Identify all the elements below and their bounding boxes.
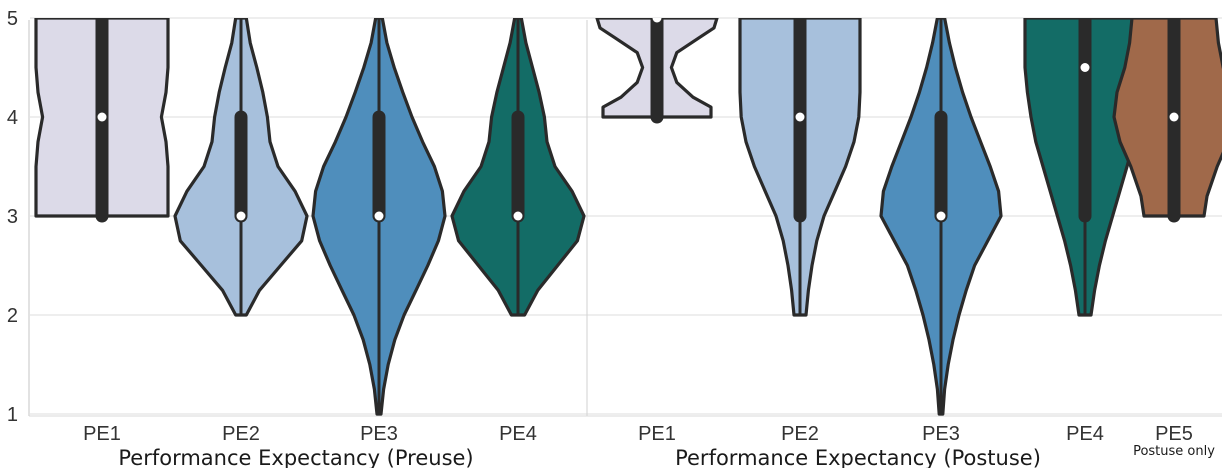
violin-pe4	[452, 18, 584, 315]
y-tick-label: 2	[7, 305, 18, 327]
median-point	[98, 113, 107, 122]
violin-pe3	[881, 18, 1001, 414]
y-tick-label: 1	[7, 404, 18, 426]
axis-labels: PE1 PE2 PE3 PE4 Performance Expectancy (Preu…	[83, 423, 1215, 468]
x-tick-label: PE1	[638, 423, 676, 445]
y-tick-labels: 1 2 3 4 5	[7, 8, 18, 426]
median-point	[796, 113, 805, 122]
panels	[36, 14, 1222, 415]
panel-1	[597, 14, 1222, 415]
x-tick-label: PE3	[360, 423, 398, 445]
median-point	[514, 212, 523, 221]
violin-pe1	[36, 18, 168, 216]
y-tick-label: 4	[7, 107, 18, 129]
median-point	[937, 212, 946, 221]
x-tick-label: PE2	[222, 423, 260, 445]
y-tick-label: 3	[7, 206, 18, 228]
category-note: Postuse only	[1133, 444, 1215, 459]
x-tick-label: PE4	[1066, 423, 1104, 445]
x-tick-label: PE3	[922, 423, 960, 445]
median-point	[1170, 113, 1179, 122]
x-tick-label: PE2	[781, 423, 819, 445]
violin-pe2	[740, 18, 860, 315]
median-point	[1081, 63, 1090, 72]
x-axis-label: Performance Expectancy (Preuse)	[118, 446, 473, 468]
violin-pe3	[313, 18, 445, 414]
violin-pe1	[597, 14, 717, 118]
x-tick-label: PE4	[499, 423, 537, 445]
x-axis-label: Performance Expectancy (Postuse)	[675, 446, 1041, 468]
violin-pe2	[175, 18, 307, 315]
median-point	[653, 14, 662, 23]
median-point	[237, 212, 246, 221]
x-tick-label: PE1	[83, 423, 121, 445]
median-point	[375, 212, 384, 221]
violin-pe5	[1114, 18, 1222, 216]
y-tick-label: 5	[7, 8, 18, 30]
x-tick-label: PE5	[1155, 423, 1193, 445]
